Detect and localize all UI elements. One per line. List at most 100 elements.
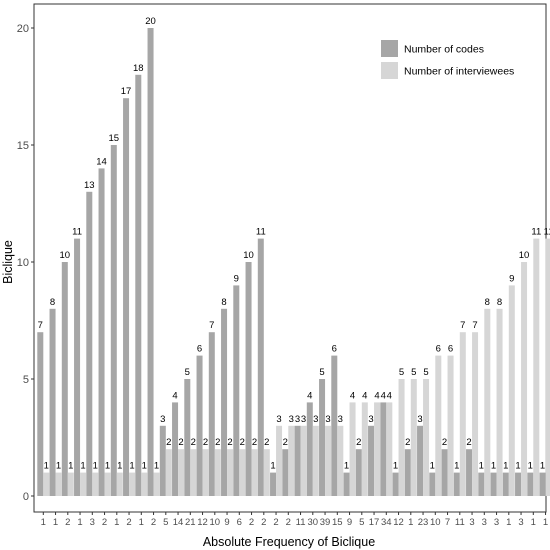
data-label-codes: 17 — [121, 86, 132, 97]
data-label-codes: 3 — [295, 414, 300, 425]
bar-interviewees — [116, 472, 123, 496]
data-label-interviewees: 2 — [240, 437, 245, 448]
data-labels: 7181101111131141151171181201324252627282… — [38, 16, 550, 472]
bar-interviewees — [508, 285, 515, 496]
bar-codes — [196, 355, 203, 496]
bar-codes — [135, 74, 142, 497]
y-tick-label: 20 — [17, 23, 29, 35]
data-label-interviewees: 8 — [497, 297, 502, 308]
data-label-codes: 9 — [234, 273, 239, 284]
x-tick-label: 34 — [381, 517, 392, 528]
data-label-interviewees: 1 — [68, 461, 73, 472]
x-tick-label: 1 — [543, 517, 548, 528]
data-label-interviewees: 4 — [350, 390, 355, 401]
bar-codes — [502, 472, 509, 496]
bar-interviewees — [521, 262, 528, 496]
x-tick-label: 21 — [185, 517, 196, 528]
x-tick-label: 2 — [261, 517, 266, 528]
bar-codes — [98, 168, 105, 496]
data-label-interviewees: 6 — [448, 344, 453, 355]
bar-interviewees — [398, 379, 405, 496]
bar-codes — [490, 472, 497, 496]
bar-interviewees — [67, 472, 74, 496]
data-label-codes: 1 — [491, 461, 496, 472]
data-label-interviewees: 10 — [519, 250, 530, 261]
x-tick-label: 1 — [53, 517, 58, 528]
data-label-codes: 7 — [209, 320, 214, 331]
bar-codes — [527, 472, 534, 496]
data-label-interviewees: 4 — [374, 390, 379, 401]
x-tick-label: 2 — [126, 517, 131, 528]
bar-interviewees — [104, 472, 111, 496]
legend-label: Number of codes — [404, 44, 484, 56]
data-label-interviewees: 1 — [129, 461, 134, 472]
bar-codes — [331, 355, 338, 496]
x-tick-label: 11 — [455, 517, 465, 528]
x-tick-label: 9 — [347, 517, 352, 528]
data-label-interviewees: 1 — [80, 461, 85, 472]
data-label-interviewees: 9 — [509, 273, 514, 284]
x-tick-label: 23 — [418, 517, 429, 528]
bar-codes — [270, 472, 277, 496]
bar-codes — [306, 402, 313, 496]
data-label-codes: 1 — [503, 461, 508, 472]
data-label-codes: 7 — [38, 320, 43, 331]
bar-codes — [221, 308, 228, 496]
data-label-interviewees: 3 — [301, 414, 306, 425]
data-label-interviewees: 1 — [93, 461, 98, 472]
data-label-codes: 2 — [466, 437, 471, 448]
data-label-codes: 13 — [84, 180, 95, 191]
data-label-interviewees: 4 — [387, 390, 392, 401]
bars — [37, 28, 550, 497]
bar-interviewees — [43, 472, 50, 496]
bar-interviewees — [337, 425, 344, 496]
data-label-codes: 4 — [307, 390, 312, 401]
y-tick-label: 0 — [23, 491, 29, 503]
x-tick-label: 11 — [296, 517, 306, 528]
data-label-codes: 4 — [381, 390, 386, 401]
bar-codes — [147, 28, 154, 496]
data-label-codes: 2 — [442, 437, 447, 448]
data-label-codes: 1 — [540, 461, 545, 472]
bar-codes — [368, 425, 375, 496]
x-tick-label: 1 — [531, 517, 536, 528]
data-label-codes: 1 — [430, 461, 435, 472]
bar-interviewees — [484, 308, 491, 496]
data-label-interviewees: 6 — [436, 344, 441, 355]
bar-interviewees — [129, 472, 136, 496]
data-label-interviewees: 1 — [154, 461, 159, 472]
data-label-interviewees: 1 — [142, 461, 147, 472]
bar-codes — [86, 191, 93, 497]
x-tick-label: 5 — [163, 517, 168, 528]
data-label-codes: 1 — [515, 461, 520, 472]
bar-interviewees — [386, 402, 393, 496]
data-label-interviewees: 3 — [325, 414, 330, 425]
bar-interviewees — [349, 402, 356, 496]
bar-interviewees — [533, 238, 540, 496]
bar-interviewees — [178, 449, 185, 496]
bar-interviewees — [447, 355, 454, 496]
data-label-codes: 2 — [356, 437, 361, 448]
x-tick-label: 1 — [506, 517, 511, 528]
bar-codes — [404, 449, 411, 496]
data-label-interviewees: 8 — [485, 297, 490, 308]
x-tick-label: 3 — [518, 517, 523, 528]
data-label-interviewees: 2 — [178, 437, 183, 448]
x-tick-label: 10 — [430, 517, 441, 528]
bar-interviewees — [312, 425, 319, 496]
data-label-interviewees: 3 — [313, 414, 318, 425]
data-label-codes: 3 — [160, 414, 165, 425]
bar-codes — [257, 238, 264, 496]
data-label-interviewees: 5 — [423, 367, 428, 378]
data-label-codes: 1 — [270, 461, 275, 472]
data-label-interviewees: 3 — [289, 414, 294, 425]
bar-interviewees — [263, 449, 270, 496]
bar-codes — [245, 262, 252, 496]
data-label-interviewees: 2 — [227, 437, 232, 448]
bar-interviewees — [423, 379, 430, 496]
data-label-codes: 11 — [256, 227, 266, 238]
bar-interviewees — [202, 449, 209, 496]
x-tick-label: 2 — [273, 517, 278, 528]
data-label-interviewees: 3 — [276, 414, 281, 425]
